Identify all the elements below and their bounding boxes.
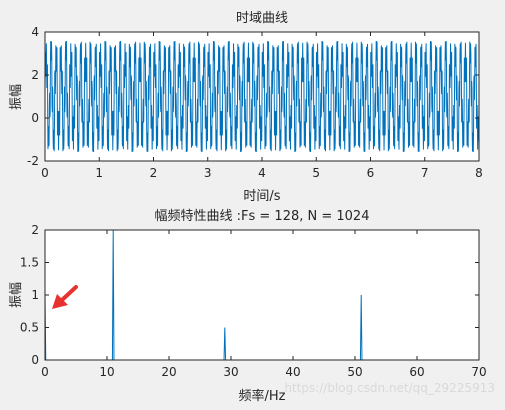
frequency-x-tick-label: 0: [41, 365, 49, 379]
frequency-y-ticks: 0 0.5 1 1.5 2: [20, 223, 479, 367]
time-domain-y-label: 振幅: [9, 84, 24, 110]
time-domain-series: [44, 40, 480, 153]
time-domain-x-tick-label: 6: [367, 166, 375, 180]
time-domain-title: 时域曲线: [236, 11, 288, 26]
time-domain-y-tick-label: 4: [31, 25, 39, 39]
frequency-plot: 0 10 20 30 40 50 60 70 0 0.5 1 1.5 2 幅频特性曲线 :Fs = 1…: [9, 209, 487, 404]
time-domain-x-label: 时间/s: [243, 189, 280, 204]
frequency-y-label: 振幅: [9, 282, 24, 308]
time-domain-y-tick-label: 2: [31, 68, 39, 82]
frequency-x-tick-label: 10: [99, 365, 114, 379]
time-domain-y-ticks: -2 0 2 4: [27, 25, 479, 168]
frequency-x-tick-label: 60: [409, 365, 424, 379]
time-domain-x-tick-label: 0: [41, 166, 49, 180]
frequency-y-tick-label: 1.5: [20, 256, 39, 270]
frequency-x-tick-label: 70: [471, 365, 486, 379]
frequency-x-tick-label: 50: [347, 365, 362, 379]
frequency-y-tick-label: 0: [31, 353, 39, 367]
frequency-x-label: 频率/Hz: [239, 388, 286, 404]
frequency-x-ticks: 0 10 20 30 40 50 60 70: [41, 230, 487, 379]
time-domain-x-tick-label: 2: [150, 166, 158, 180]
time-domain-x-tick-label: 4: [258, 166, 266, 180]
frequency-y-tick-label: 2: [31, 223, 39, 237]
time-domain-x-tick-label: 5: [312, 166, 320, 180]
frequency-y-tick-label: 0.5: [20, 321, 39, 335]
frequency-axes-background: [45, 230, 479, 360]
arrow-shaft: [60, 285, 78, 302]
frequency-x-tick-label: 40: [285, 365, 300, 379]
time-domain-y-tick-label: -2: [27, 154, 39, 168]
arrow-head-icon: [52, 294, 68, 309]
watermark-text: https://blog.csdn.net/qq_29225913: [284, 381, 495, 395]
time-domain-x-ticks: 0 1 2 3 4 5 6 7 8: [41, 32, 483, 180]
frequency-x-tick-label: 20: [161, 365, 176, 379]
time-domain-y-tick-label: 0: [31, 111, 39, 125]
time-domain-x-tick-label: 3: [204, 166, 212, 180]
red-arrow-annotation: [52, 285, 78, 309]
time-domain-x-tick-label: 8: [475, 166, 483, 180]
frequency-title: 幅频特性曲线 :Fs = 128, N = 1024: [155, 209, 370, 224]
time-domain-series-line: [44, 40, 480, 153]
frequency-y-tick-label: 1: [31, 288, 39, 302]
frequency-x-tick-label: 30: [223, 365, 238, 379]
time-domain-x-tick-label: 1: [95, 166, 103, 180]
time-domain-x-tick-label: 7: [421, 166, 429, 180]
